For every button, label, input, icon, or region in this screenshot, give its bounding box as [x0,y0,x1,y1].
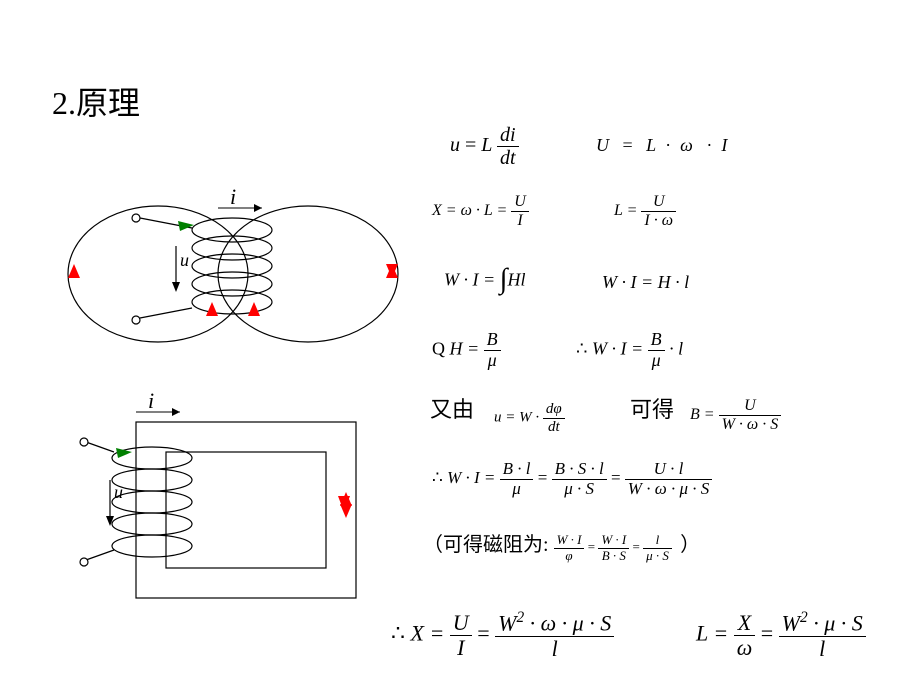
diagram-iron-core: i u [78,388,368,613]
eq-U-LwI: U = L · ω · I [596,135,727,156]
eq-WI-intHl: W · I = ∫Hl [444,265,526,298]
eq-u-Wdphi: u = W · dφdt [494,401,565,435]
label-i-lower: i [148,388,154,413]
eq-WI-Hl: W · I = H · l [602,272,689,293]
label-u-lower: u [114,482,123,502]
eq-B-UWwS: B = UW · ω · S [690,397,781,433]
eq-WI-chain: ∴ W · I = B · lμ = B · S · lμ · S = U · … [432,460,712,498]
eq-therefore-WI-Bmul: ∴ W · I = Bμ · l [576,330,683,371]
diagram-air-coil: i u [60,168,400,358]
page-title: 2.原理 [52,78,140,124]
eq-X-final: ∴ X = UI = W2 · ω · μ · Sl [391,610,614,661]
eq-reluctance: （可得磁阻为: W · Iφ = W · IB · S = lμ · S ） [423,528,700,563]
text-kede: 可得 [630,392,674,424]
label-i-upper: i [230,184,236,209]
eq-QH-Bmu: Q H = Bμ [432,330,501,371]
eq-u-Ldidt: u = L didt [450,124,519,169]
eq-L-final: L = Xω = W2 · μ · Sl [696,610,866,661]
text-youyou: 又由 [430,392,474,424]
eq-X-wL: X = ω · L = UI [432,193,529,229]
label-u-upper: u [180,250,189,270]
eq-L-UIw: L = UI · ω [614,193,676,229]
